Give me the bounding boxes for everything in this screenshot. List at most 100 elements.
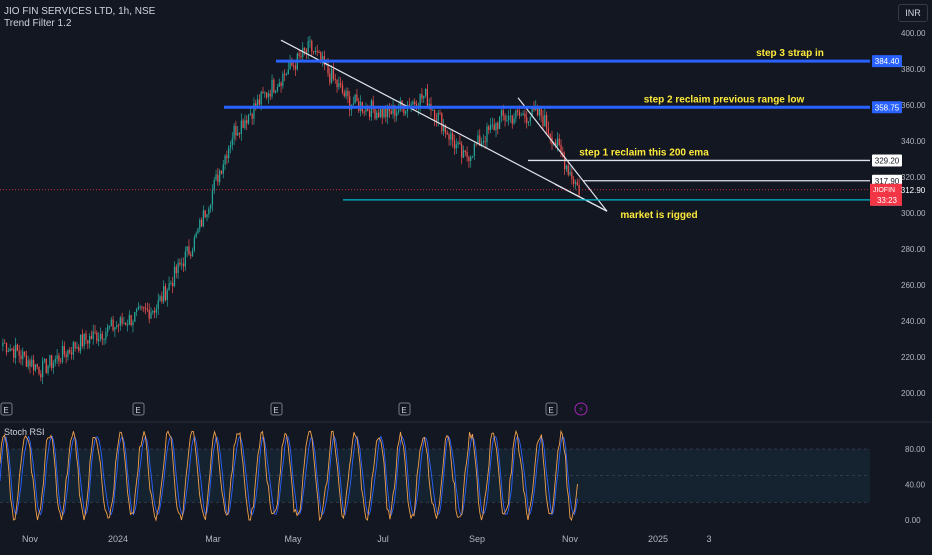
candle-body xyxy=(289,60,291,70)
candle-body xyxy=(209,204,212,209)
candle-body xyxy=(282,73,284,86)
candle-body xyxy=(267,93,270,98)
candle-body xyxy=(249,113,251,115)
candle-body xyxy=(448,134,450,140)
candle-body xyxy=(172,282,174,287)
currency-button[interactable]: INR xyxy=(898,4,928,22)
candle-body xyxy=(29,360,31,367)
price-badge-label: 317.90 xyxy=(875,177,900,186)
candle-body xyxy=(69,350,71,353)
candle-body xyxy=(298,53,300,56)
candle-body xyxy=(217,174,219,183)
candle-body xyxy=(331,69,333,83)
candle-body xyxy=(569,172,571,175)
candle-body xyxy=(341,85,344,93)
candle-body xyxy=(54,358,56,363)
candle-body xyxy=(414,101,416,105)
candles-group xyxy=(2,35,580,385)
flash-icon-glyph: ⚡ xyxy=(578,405,584,414)
candle-body xyxy=(92,331,94,339)
candle-body xyxy=(11,348,13,350)
candle-body xyxy=(235,125,237,136)
stoch-d-line xyxy=(0,435,578,517)
candle-body xyxy=(321,56,324,62)
candle-body xyxy=(273,79,275,93)
x-tick-label: Jul xyxy=(377,534,389,544)
candle-body xyxy=(284,73,286,75)
x-tick-label: 3 xyxy=(706,534,711,544)
candle-body xyxy=(60,361,62,362)
candle-body xyxy=(576,182,578,185)
candle-body xyxy=(20,355,22,360)
candle-body xyxy=(137,306,140,310)
candle-body xyxy=(67,350,69,357)
candle-body xyxy=(219,170,221,183)
candle-body xyxy=(403,105,405,114)
candle-body xyxy=(242,120,244,129)
candle-body xyxy=(320,52,322,62)
candle-body xyxy=(426,88,429,107)
annotation-market-rigged: market is rigged xyxy=(620,210,697,221)
candle-body xyxy=(405,111,407,114)
stoch-rsi-title[interactable]: Stoch RSI xyxy=(4,427,45,437)
candle-body xyxy=(16,344,18,352)
level-annotation: step 2 reclaim previous range low xyxy=(644,94,805,105)
stoch-y-tick: 40.00 xyxy=(905,481,926,490)
candle-body xyxy=(186,246,188,252)
candle-body xyxy=(376,112,378,119)
candle-body xyxy=(397,110,400,113)
candle-body xyxy=(123,322,125,324)
y-tick-label: 280.00 xyxy=(901,245,926,254)
candle-body xyxy=(329,73,331,83)
earnings-marker-label: E xyxy=(548,406,553,415)
candle-body xyxy=(258,99,261,105)
candle-body xyxy=(461,144,463,158)
candle-body xyxy=(58,355,60,362)
candle-body xyxy=(269,93,271,97)
x-tick-label: 2025 xyxy=(648,534,668,544)
candle-body xyxy=(85,333,87,341)
candle-body xyxy=(161,296,163,302)
candle-body xyxy=(287,69,289,75)
candle-body xyxy=(439,112,441,114)
earnings-marker xyxy=(398,402,411,416)
stoch-y-tick: 80.00 xyxy=(905,445,926,454)
candle-body xyxy=(79,334,82,351)
candle-body xyxy=(556,138,559,147)
candle-body xyxy=(349,96,351,110)
candle-body xyxy=(383,108,385,118)
y-tick-label: 340.00 xyxy=(901,137,926,146)
candle-body xyxy=(423,95,425,99)
candle-body xyxy=(309,40,311,42)
candle-body xyxy=(473,143,475,157)
candle-body xyxy=(247,114,250,124)
candle-body xyxy=(508,115,510,121)
candle-body xyxy=(228,147,230,159)
candle-body xyxy=(354,94,356,104)
x-tick-label: May xyxy=(284,534,302,544)
candle-body xyxy=(56,355,58,359)
candle-body xyxy=(253,103,255,119)
candle-body xyxy=(276,86,279,91)
candle-body xyxy=(70,352,73,355)
candle-body xyxy=(385,108,387,118)
candle-body xyxy=(446,132,448,135)
candle-body xyxy=(177,262,179,274)
indicator-title[interactable]: Trend Filter 1.2 xyxy=(4,18,72,29)
candle-body xyxy=(175,266,177,274)
candle-body xyxy=(4,342,6,344)
candle-body xyxy=(538,107,540,116)
earnings-marker xyxy=(132,402,145,416)
candle-body xyxy=(327,63,329,74)
candle-body xyxy=(99,333,102,339)
symbol-title[interactable]: JIO FIN SERVICES LTD, 1h, NSE xyxy=(4,6,156,17)
candle-body xyxy=(157,300,159,309)
candle-body xyxy=(42,360,44,378)
candle-body xyxy=(332,69,335,80)
candle-body xyxy=(76,347,78,349)
candle-body xyxy=(524,113,526,118)
candle-body xyxy=(101,333,103,340)
candle-body xyxy=(74,342,76,349)
